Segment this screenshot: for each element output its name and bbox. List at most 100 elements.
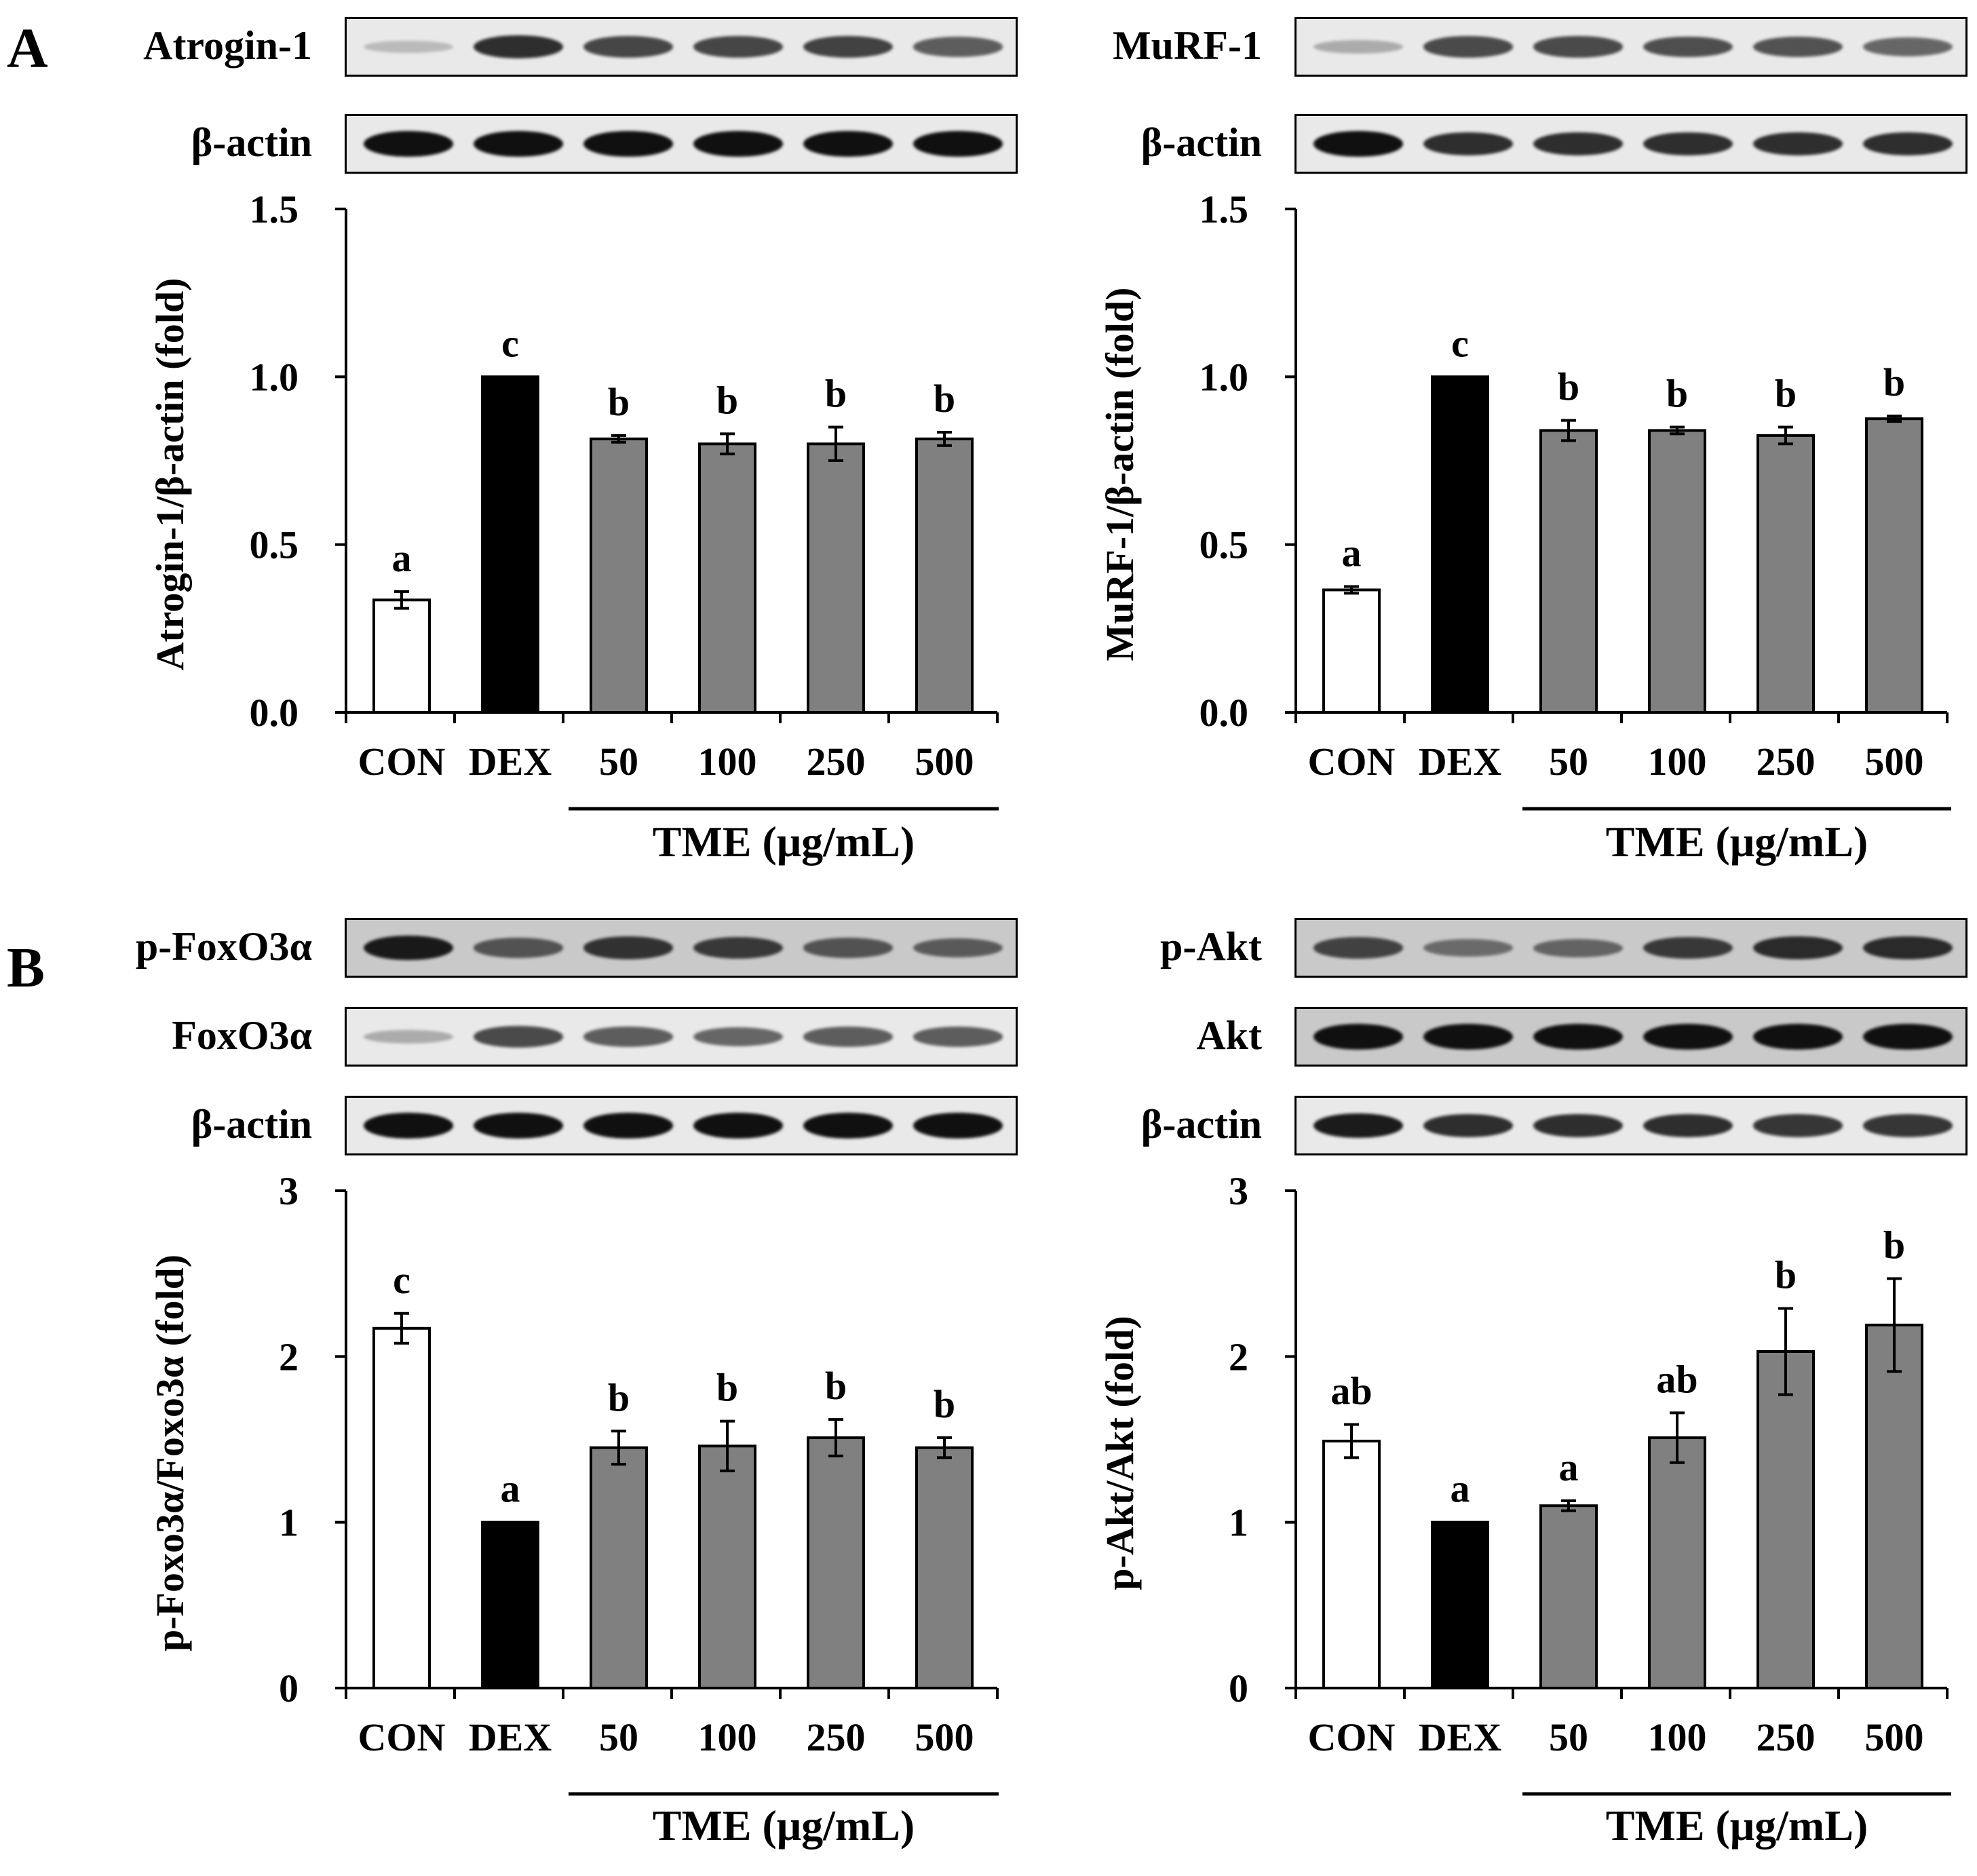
bar-50 xyxy=(1539,429,1598,714)
blot-band xyxy=(1752,36,1843,58)
y-tick-label: 3 xyxy=(279,1169,299,1213)
x-tick-label: CON xyxy=(358,740,446,784)
y-tick-label: 3 xyxy=(1229,1169,1248,1213)
y-axis-title: MuRF-1/β-actin (fold) xyxy=(1098,288,1142,662)
blot-band xyxy=(1752,132,1843,156)
significance-letter: b xyxy=(1558,365,1579,409)
y-tick-label: 0 xyxy=(1229,1666,1248,1710)
group-label: TME (μg/mL) xyxy=(1606,818,1868,866)
significance-letter: a xyxy=(1451,1467,1470,1511)
blot-label-3: β-actin xyxy=(1140,120,1262,165)
bar-250 xyxy=(807,1436,865,1689)
significance-letter: b xyxy=(1883,1223,1905,1267)
x-tick-label: 100 xyxy=(1648,740,1707,784)
group-label: TME (μg/mL) xyxy=(653,1801,915,1850)
blot-label-9: β-actin xyxy=(1140,1102,1262,1147)
x-tick-label: CON xyxy=(1308,740,1396,784)
blot-image-9 xyxy=(1294,1096,1968,1155)
y-tick-label: 0 xyxy=(279,1666,299,1710)
blot-band xyxy=(363,1113,454,1138)
bar-50 xyxy=(590,1446,648,1689)
x-tick-label: 100 xyxy=(1648,1715,1707,1759)
blot-band xyxy=(693,1113,784,1138)
panel-letter-b: B xyxy=(7,936,45,999)
y-tick-label: 1 xyxy=(279,1501,299,1545)
blot-label-8: Akt xyxy=(1196,1013,1262,1058)
bar-100 xyxy=(1648,429,1706,714)
blot-band xyxy=(1423,939,1514,957)
group-label: TME (μg/mL) xyxy=(653,818,915,866)
bar-250 xyxy=(1757,434,1815,714)
blot-band xyxy=(1643,132,1733,156)
y-tick-label: 1.5 xyxy=(1199,187,1249,231)
blot-band xyxy=(913,131,1003,157)
x-tick-label: 50 xyxy=(599,1715,638,1759)
blot-band xyxy=(1313,1024,1404,1050)
bar-100 xyxy=(1648,1436,1706,1689)
blot-band xyxy=(1313,39,1404,54)
y-tick-label: 1 xyxy=(1229,1501,1248,1545)
blot-image-4 xyxy=(345,918,1018,978)
blot-band xyxy=(803,1113,894,1138)
bar-50 xyxy=(590,437,648,714)
significance-letter: a xyxy=(1559,1445,1579,1489)
significance-letter: a xyxy=(1342,531,1362,575)
blot-image-3 xyxy=(1294,114,1968,174)
blot-band xyxy=(1752,1024,1843,1050)
blot-band xyxy=(913,938,1003,958)
blot-image-0 xyxy=(345,17,1018,77)
blot-band xyxy=(473,938,564,958)
blot-band xyxy=(1862,37,1953,57)
blot-band xyxy=(1423,1024,1514,1050)
blot-band xyxy=(1313,1113,1404,1138)
x-tick-label: 500 xyxy=(915,1715,974,1759)
blot-label-4: p-FoxO3α xyxy=(135,924,312,969)
significance-letter: b xyxy=(1775,372,1797,416)
blot-band xyxy=(1423,1113,1514,1138)
blot-band xyxy=(363,1029,454,1044)
blot-band xyxy=(583,1027,674,1047)
blot-label-5: FoxO3α xyxy=(172,1013,312,1058)
bar-250 xyxy=(1757,1350,1815,1689)
blot-band xyxy=(693,131,784,157)
blot-band xyxy=(473,131,564,157)
significance-letter: a xyxy=(501,1467,520,1511)
significance-letter: c xyxy=(1451,321,1469,365)
blot-band xyxy=(1862,1114,1953,1137)
x-tick-label: 50 xyxy=(599,740,638,784)
x-tick-label: 50 xyxy=(1549,1715,1588,1759)
blot-band xyxy=(583,131,674,157)
blot-band xyxy=(473,1026,564,1048)
blot-band xyxy=(1533,1024,1624,1050)
y-axis-title: Atrogin-1/β-actin (fold) xyxy=(148,278,192,671)
x-tick-label: 500 xyxy=(1865,1715,1924,1759)
blot-band xyxy=(583,36,674,58)
blot-band xyxy=(913,37,1003,57)
blot-band xyxy=(1643,936,1733,959)
bar-con xyxy=(1322,1439,1381,1690)
x-tick-label: DEX xyxy=(469,740,552,784)
blot-band xyxy=(803,938,894,958)
blot-band xyxy=(1313,131,1404,157)
blot-image-7 xyxy=(1294,918,1968,978)
x-tick-label: DEX xyxy=(1419,1715,1502,1759)
bar-con xyxy=(1322,588,1381,714)
significance-letter: a xyxy=(392,536,412,580)
blot-band xyxy=(1752,1114,1843,1137)
blot-band xyxy=(1862,132,1953,156)
x-tick-label: 500 xyxy=(1865,740,1924,784)
blot-band xyxy=(1643,1024,1733,1050)
blot-label-6: β-actin xyxy=(191,1102,312,1147)
x-tick-label: 250 xyxy=(807,1715,866,1759)
bar-con xyxy=(372,1326,431,1689)
significance-letter: b xyxy=(608,380,630,424)
bar-con xyxy=(372,598,431,714)
significance-letter: b xyxy=(825,372,847,416)
y-tick-label: 2 xyxy=(279,1335,299,1379)
bar-500 xyxy=(915,1446,974,1689)
x-tick-label: 500 xyxy=(915,740,974,784)
bar-dex xyxy=(1431,375,1489,714)
y-tick-label: 2 xyxy=(1229,1335,1248,1379)
group-label: TME (μg/mL) xyxy=(1606,1801,1868,1850)
significance-letter: c xyxy=(501,321,519,365)
